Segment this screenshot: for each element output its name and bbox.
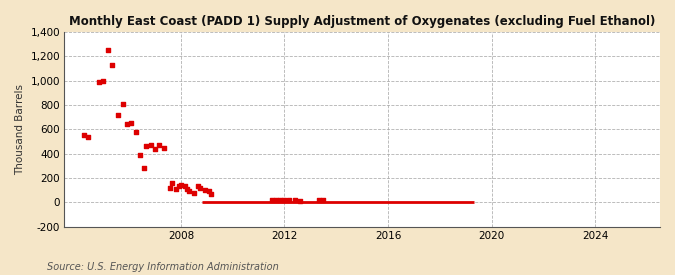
Point <box>180 184 191 188</box>
Point <box>107 63 117 67</box>
Point <box>193 184 204 188</box>
Point <box>117 101 128 106</box>
Point <box>279 198 290 202</box>
Point <box>165 185 176 190</box>
Point <box>184 188 195 193</box>
Point <box>113 112 124 117</box>
Point <box>122 122 132 127</box>
Point <box>195 186 206 190</box>
Title: Monthly East Coast (PADD 1) Supply Adjustment of Oxygenates (excluding Fuel Etha: Monthly East Coast (PADD 1) Supply Adjus… <box>69 15 655 28</box>
Point <box>167 181 178 186</box>
Point <box>173 184 184 189</box>
Point <box>176 182 186 187</box>
Point <box>126 121 136 125</box>
Point <box>199 188 210 192</box>
Point <box>102 48 113 53</box>
Point <box>98 78 109 83</box>
Point <box>294 199 305 203</box>
Point <box>141 144 152 148</box>
Point <box>130 130 141 134</box>
Y-axis label: Thousand Barrels: Thousand Barrels <box>15 84 25 175</box>
Point <box>271 198 281 202</box>
Point <box>203 189 214 194</box>
Point <box>150 147 161 151</box>
Point <box>275 197 286 202</box>
Point <box>78 133 89 138</box>
Point <box>284 198 294 203</box>
Text: Source: U.S. Energy Information Administration: Source: U.S. Energy Information Administ… <box>47 262 279 272</box>
Point <box>93 80 104 84</box>
Point <box>145 143 156 147</box>
Point <box>83 134 94 139</box>
Point <box>206 192 217 197</box>
Point <box>266 198 277 202</box>
Point <box>318 198 329 203</box>
Point <box>182 187 193 191</box>
Point <box>134 153 145 157</box>
Point <box>171 187 182 192</box>
Point <box>313 198 324 202</box>
Point <box>290 198 301 202</box>
Point <box>188 190 199 195</box>
Point <box>154 143 165 147</box>
Point <box>158 145 169 150</box>
Point <box>139 166 150 170</box>
